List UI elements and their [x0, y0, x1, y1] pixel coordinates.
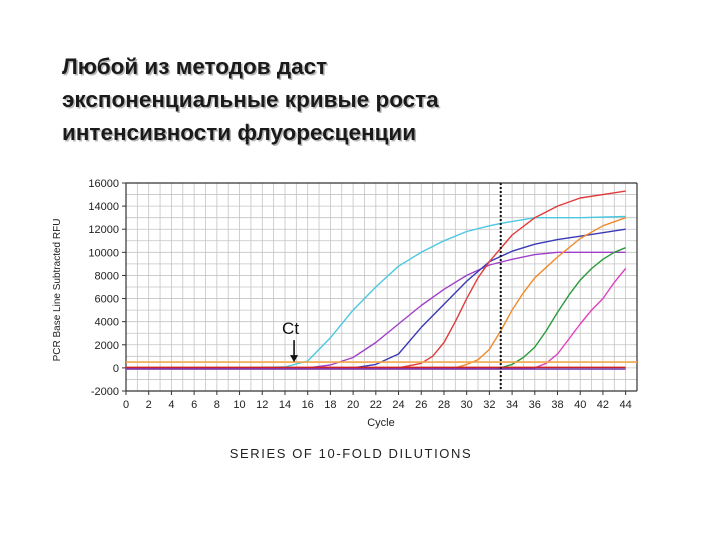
- title-line-3: интенсивности флуоресценции: [62, 120, 417, 145]
- x-tick-label: 24: [392, 399, 404, 411]
- ct-arrow-head: [290, 355, 299, 363]
- y-tick-label: 0: [113, 363, 119, 375]
- y-tick-label: 4000: [95, 317, 119, 329]
- y-tick-label: -2000: [91, 386, 119, 398]
- x-tick-label: 14: [279, 399, 291, 411]
- x-tick-label: 16: [302, 399, 314, 411]
- series-line: [126, 247, 626, 369]
- y-tick-label: 14000: [88, 201, 119, 213]
- x-tick-label: 26: [415, 399, 427, 411]
- x-tick-label: 4: [168, 399, 174, 411]
- y-axis-label: PCR Base Line Subtracted RFU: [52, 219, 63, 362]
- x-tick-label: 44: [620, 399, 632, 411]
- chart-axes: -200002000400060008000100001200014000160…: [88, 178, 638, 411]
- series-line: [126, 268, 627, 369]
- x-tick-label: 22: [370, 399, 382, 411]
- x-tick-label: 28: [438, 399, 450, 411]
- y-tick-label: 10000: [88, 247, 119, 259]
- y-tick-label: 12000: [88, 224, 119, 236]
- y-tick-label: 6000: [95, 294, 119, 306]
- x-tick-label: 40: [574, 399, 586, 411]
- x-tick-label: 32: [483, 399, 495, 411]
- slide-title: Любой из методов даст экспоненциальные к…: [62, 50, 662, 149]
- x-tick-label: 18: [324, 399, 336, 411]
- title-line-1: Любой из методов даст: [62, 54, 328, 79]
- series-line: [126, 190, 626, 369]
- x-axis-label: Cycle: [367, 417, 395, 429]
- series-line: [126, 251, 626, 369]
- chart-caption: SERIES OF 10-FOLD DILUTIONS: [230, 446, 473, 461]
- x-tick-label: 0: [123, 399, 129, 411]
- x-tick-label: 38: [551, 399, 563, 411]
- y-tick-label: 8000: [95, 270, 119, 282]
- x-tick-label: 36: [529, 399, 541, 411]
- series-line: [126, 215, 626, 369]
- series-line: [126, 217, 626, 369]
- title-line-2: экспоненциальные кривые роста: [62, 87, 439, 112]
- x-tick-label: 6: [191, 399, 197, 411]
- x-tick-label: 10: [233, 399, 245, 411]
- x-tick-label: 30: [461, 399, 473, 411]
- ct-label: Ct: [282, 319, 299, 338]
- x-tick-label: 2: [146, 399, 152, 411]
- chart-series: [126, 190, 637, 370]
- x-tick-label: 8: [214, 399, 220, 411]
- x-tick-label: 12: [256, 399, 268, 411]
- x-tick-label: 42: [597, 399, 609, 411]
- y-tick-label: 2000: [95, 340, 119, 352]
- y-tick-label: 16000: [88, 178, 119, 190]
- x-tick-label: 34: [506, 399, 518, 411]
- chart-annotations: Ct: [282, 183, 502, 391]
- x-tick-label: 20: [347, 399, 359, 411]
